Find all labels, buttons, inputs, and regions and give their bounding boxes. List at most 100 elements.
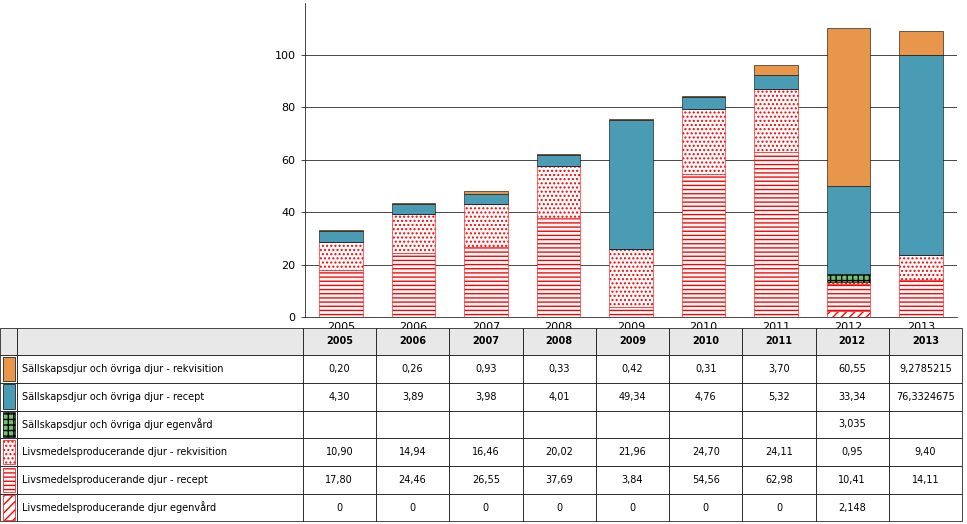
Text: 0: 0 <box>409 503 416 512</box>
Bar <box>596 466 669 494</box>
Bar <box>899 280 943 317</box>
Bar <box>669 466 743 494</box>
Bar <box>596 383 669 411</box>
Bar <box>450 411 522 438</box>
Bar <box>376 438 450 466</box>
Bar <box>464 194 508 204</box>
Text: 2009: 2009 <box>619 336 646 346</box>
Bar <box>303 494 376 521</box>
Bar <box>392 204 435 214</box>
Bar <box>450 383 522 411</box>
Text: 76,3324675: 76,3324675 <box>896 392 954 402</box>
Text: 2010: 2010 <box>692 336 719 346</box>
Bar <box>815 466 889 494</box>
Bar <box>3 440 15 464</box>
Text: 20,02: 20,02 <box>545 447 573 457</box>
Bar <box>17 328 303 355</box>
Bar <box>319 242 363 270</box>
Bar <box>609 120 653 249</box>
Text: 2006: 2006 <box>399 336 426 346</box>
Bar <box>827 187 870 274</box>
Bar <box>17 383 303 411</box>
Bar <box>376 383 450 411</box>
Bar <box>303 411 376 438</box>
Bar <box>815 355 889 383</box>
Bar <box>3 412 15 436</box>
Bar <box>0 355 17 383</box>
Text: 24,11: 24,11 <box>765 447 793 457</box>
Bar <box>522 383 596 411</box>
Bar <box>450 494 522 521</box>
Bar <box>743 383 815 411</box>
Bar <box>889 438 962 466</box>
Text: 2013: 2013 <box>912 336 939 346</box>
Bar <box>0 411 17 438</box>
Bar <box>522 438 596 466</box>
Bar <box>754 152 798 317</box>
Bar <box>889 411 962 438</box>
Text: 4,76: 4,76 <box>695 392 717 402</box>
Bar <box>17 494 303 521</box>
Text: 5,32: 5,32 <box>768 392 790 402</box>
Bar <box>537 166 580 219</box>
Bar <box>596 355 669 383</box>
Bar <box>464 191 508 194</box>
Bar <box>0 328 17 355</box>
Text: 2005: 2005 <box>326 336 353 346</box>
Text: 21,96: 21,96 <box>619 447 646 457</box>
Bar <box>815 383 889 411</box>
Bar <box>609 119 653 120</box>
Text: Sällskapsdjur och övriga djur egenvård: Sällskapsdjur och övriga djur egenvård <box>22 419 213 430</box>
Text: 3,70: 3,70 <box>768 364 790 374</box>
Text: 2,148: 2,148 <box>838 503 866 512</box>
Text: 10,90: 10,90 <box>326 447 353 457</box>
Bar <box>376 411 450 438</box>
Text: Livsmedelsproducerande djur - rekvisition: Livsmedelsproducerande djur - rekvisitio… <box>22 447 227 457</box>
Text: 14,94: 14,94 <box>398 447 426 457</box>
Bar <box>392 253 435 317</box>
Text: 26,55: 26,55 <box>472 475 500 485</box>
Bar <box>450 328 522 355</box>
Text: 54,56: 54,56 <box>691 475 719 485</box>
Bar <box>450 466 522 494</box>
Bar <box>682 174 725 317</box>
Text: 2011: 2011 <box>766 336 793 346</box>
Text: 0: 0 <box>630 503 635 512</box>
Bar <box>450 438 522 466</box>
Bar <box>596 328 669 355</box>
Bar <box>754 65 798 75</box>
Text: 0,31: 0,31 <box>695 364 717 374</box>
Bar <box>754 89 798 152</box>
Bar <box>522 466 596 494</box>
Text: Sällskapsdjur och övriga djur - rekvisition: Sällskapsdjur och övriga djur - rekvisit… <box>22 364 223 374</box>
Bar <box>609 249 653 307</box>
Bar <box>303 328 376 355</box>
Bar <box>682 110 725 174</box>
Bar <box>682 97 725 110</box>
Text: 14,11: 14,11 <box>912 475 939 485</box>
Text: 37,69: 37,69 <box>545 475 573 485</box>
Bar <box>0 466 17 494</box>
Text: 24,70: 24,70 <box>691 447 719 457</box>
Bar <box>303 383 376 411</box>
Text: 62,98: 62,98 <box>765 475 793 485</box>
Text: 2012: 2012 <box>838 336 865 346</box>
Text: 60,55: 60,55 <box>838 364 866 374</box>
Bar <box>889 355 962 383</box>
Bar <box>376 355 450 383</box>
Bar <box>0 494 17 521</box>
Bar <box>815 438 889 466</box>
Bar <box>3 385 15 409</box>
Text: 4,01: 4,01 <box>548 392 570 402</box>
Bar <box>815 494 889 521</box>
Text: 3,84: 3,84 <box>622 475 643 485</box>
Bar <box>743 466 815 494</box>
Bar <box>303 466 376 494</box>
Bar <box>17 411 303 438</box>
Bar <box>743 411 815 438</box>
Bar <box>17 355 303 383</box>
Bar <box>319 270 363 317</box>
Text: 2007: 2007 <box>472 336 499 346</box>
Text: 16,46: 16,46 <box>472 447 500 457</box>
Text: 33,34: 33,34 <box>838 392 866 402</box>
